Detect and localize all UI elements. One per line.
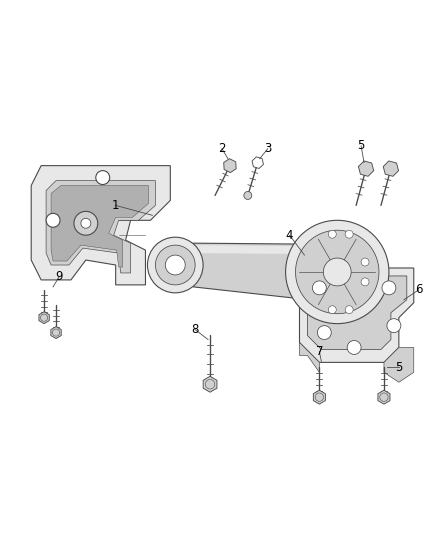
Text: 1: 1 bbox=[112, 199, 120, 212]
Text: 2: 2 bbox=[218, 142, 226, 155]
Text: 3: 3 bbox=[264, 142, 272, 155]
Text: 4: 4 bbox=[286, 229, 293, 241]
Circle shape bbox=[315, 393, 324, 401]
Polygon shape bbox=[39, 312, 49, 324]
Text: 7: 7 bbox=[316, 345, 323, 358]
Circle shape bbox=[205, 379, 215, 389]
Polygon shape bbox=[224, 159, 236, 173]
Circle shape bbox=[155, 245, 195, 285]
Polygon shape bbox=[31, 166, 170, 285]
Circle shape bbox=[296, 230, 379, 314]
Polygon shape bbox=[193, 243, 365, 300]
Polygon shape bbox=[300, 343, 319, 373]
Circle shape bbox=[361, 278, 369, 286]
Polygon shape bbox=[51, 185, 148, 267]
Circle shape bbox=[345, 306, 353, 314]
Polygon shape bbox=[51, 327, 61, 338]
Polygon shape bbox=[46, 181, 155, 273]
Circle shape bbox=[380, 393, 388, 401]
Circle shape bbox=[361, 258, 369, 266]
Circle shape bbox=[46, 213, 60, 227]
Text: 5: 5 bbox=[395, 361, 403, 374]
Circle shape bbox=[96, 171, 110, 184]
Circle shape bbox=[347, 341, 361, 354]
Polygon shape bbox=[384, 348, 414, 382]
Polygon shape bbox=[307, 276, 407, 350]
Polygon shape bbox=[252, 157, 264, 168]
Polygon shape bbox=[203, 376, 217, 392]
Text: 5: 5 bbox=[357, 139, 365, 152]
Circle shape bbox=[312, 281, 326, 295]
Polygon shape bbox=[300, 268, 414, 362]
Circle shape bbox=[323, 258, 351, 286]
Text: 6: 6 bbox=[415, 284, 423, 296]
Circle shape bbox=[318, 326, 331, 340]
Circle shape bbox=[53, 329, 60, 336]
Text: 9: 9 bbox=[55, 270, 63, 284]
Circle shape bbox=[41, 314, 48, 321]
Circle shape bbox=[345, 230, 353, 238]
Circle shape bbox=[328, 306, 336, 314]
Circle shape bbox=[328, 230, 336, 238]
Circle shape bbox=[81, 219, 91, 228]
Circle shape bbox=[382, 281, 396, 295]
Polygon shape bbox=[193, 245, 363, 266]
Polygon shape bbox=[378, 390, 390, 404]
Circle shape bbox=[286, 220, 389, 324]
Polygon shape bbox=[313, 390, 325, 404]
Polygon shape bbox=[358, 161, 374, 176]
Circle shape bbox=[244, 191, 252, 199]
Text: 8: 8 bbox=[191, 323, 199, 336]
Circle shape bbox=[165, 255, 185, 275]
Circle shape bbox=[148, 237, 203, 293]
Circle shape bbox=[74, 212, 98, 235]
Polygon shape bbox=[383, 161, 399, 176]
Circle shape bbox=[387, 319, 401, 333]
